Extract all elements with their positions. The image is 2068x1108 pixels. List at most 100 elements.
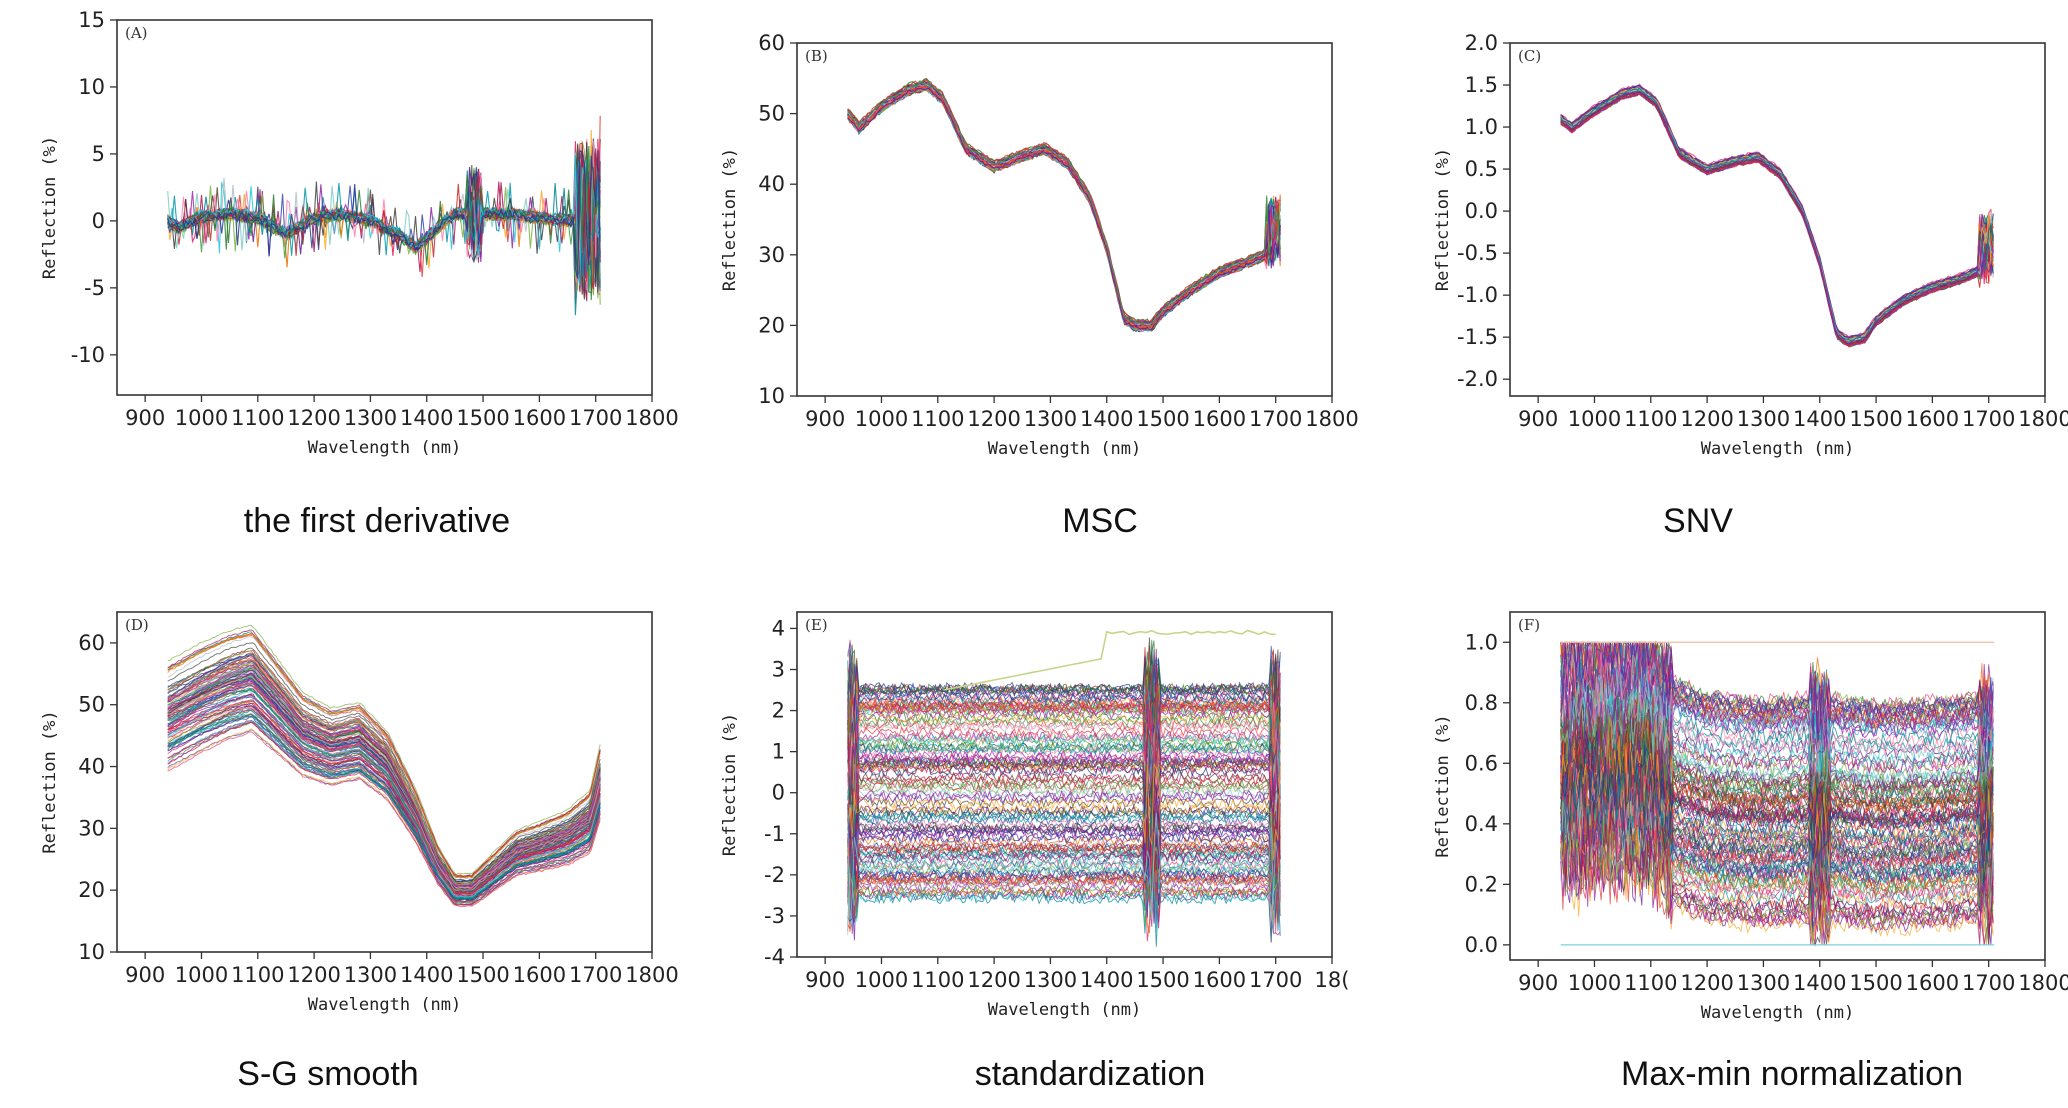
series-line [167,707,601,900]
series-line [847,84,1281,327]
series-line [1560,88,1994,342]
series-line [1560,89,1994,343]
x-tick-label: 1400 [400,406,453,430]
x-tick-label: 1700 [1962,971,2015,995]
series-line [1560,794,1994,918]
series-line [847,88,1281,332]
panel-caption: SNV [1663,502,1733,540]
series-line [847,85,1281,329]
x-tick-label: 1400 [1793,971,1846,995]
x-tick-label: 1100 [231,963,284,987]
series-line [1560,704,1994,838]
series-line [847,657,1281,752]
x-tick-label: 1100 [1624,407,1677,431]
series-line [1560,832,1994,944]
series-line [847,772,1281,872]
x-tick-label: 1500 [1849,971,1902,995]
y-tick-label: 50 [758,102,785,126]
series-line [1560,811,1994,936]
series-line [167,685,601,896]
y-tick-label: 0 [92,209,105,233]
series-line [1560,89,1994,344]
x-tick-label: 1200 [287,406,340,430]
x-tick-label: 1200 [1680,407,1733,431]
series-line [1560,676,1994,785]
series-line [167,709,601,900]
y-tick-label: 20 [78,878,105,902]
series-line [847,77,1281,323]
series-line [847,682,1281,776]
series-line [847,84,1281,328]
series-line [847,84,1281,327]
series-line [847,83,1281,328]
series-line [847,85,1281,330]
y-tick-label: 4 [772,616,785,640]
y-tick-label: 0.8 [1465,691,1498,715]
x-tick-label: 1600 [1193,968,1246,992]
x-tick-label: 1600 [1906,407,1959,431]
series-line [1560,88,1994,343]
series-line [1560,88,1994,342]
x-tick-label: 1500 [1849,407,1902,431]
series-line [167,140,601,291]
series-line [847,705,1281,814]
x-tick-label: 1200 [967,968,1020,992]
series-line [1560,89,1994,345]
series-line [1560,817,1994,945]
y-tick-label: 40 [758,172,785,196]
series-line [847,819,1281,923]
x-tick-label: 1100 [911,968,964,992]
series-line [847,665,1281,762]
series-line [167,680,601,888]
series-line [847,784,1281,876]
series-line [167,689,601,893]
series-line [847,782,1281,884]
series-line [847,81,1281,325]
series-line [847,693,1281,791]
series-line [847,81,1281,325]
chart-panel-5: 900 1000 1100 1200 1300 1400 1500 1600 1700 18(-4… [720,611,1349,1093]
x-tick-label: 1500 [1136,968,1189,992]
series-line [847,707,1281,800]
series-line [1560,91,1994,345]
series-line [1560,712,1994,838]
series-line [1560,89,1994,343]
series-line [847,740,1281,848]
series-line [167,660,601,888]
series-line [847,79,1281,323]
series-line [1560,89,1994,343]
series-line [167,713,601,899]
series-line [1560,91,1994,346]
y-tick-label: 1.0 [1465,630,1498,654]
series-line [1560,721,1994,856]
chart-panel-4: 900 1000 1100 1200 1300 1400 1500 1600 1700 1800 1… [40,611,679,1093]
y-axis-label: Reflection (%) [1433,148,1453,291]
series-line [1560,84,1994,339]
y-tick-label: 30 [758,243,785,267]
y-tick-label: 3 [772,658,785,682]
series-line [1560,93,1994,347]
series-line [847,85,1281,330]
x-tick-label: 1600 [1193,407,1246,431]
series-line [1560,91,1994,347]
series-line [847,85,1281,329]
series-line [847,84,1281,329]
series-group [847,77,1281,333]
x-tick-label: 1300 [344,406,397,430]
series-line [1560,654,1994,788]
y-tick-label: -2 [764,863,785,887]
series-line [847,768,1281,867]
series-line [847,82,1281,327]
series-line [847,688,1281,778]
series-line [1560,795,1994,911]
series-line [1560,87,1994,342]
series-line [847,83,1281,328]
series-line [847,81,1281,327]
panel-caption: Max-min normalization [1621,1055,1963,1093]
panel-label: (A) [125,24,148,42]
plot-frame [116,611,653,953]
series-line [847,86,1281,331]
series-line [847,751,1281,844]
series-line [847,80,1281,325]
series-line [1560,93,1994,347]
